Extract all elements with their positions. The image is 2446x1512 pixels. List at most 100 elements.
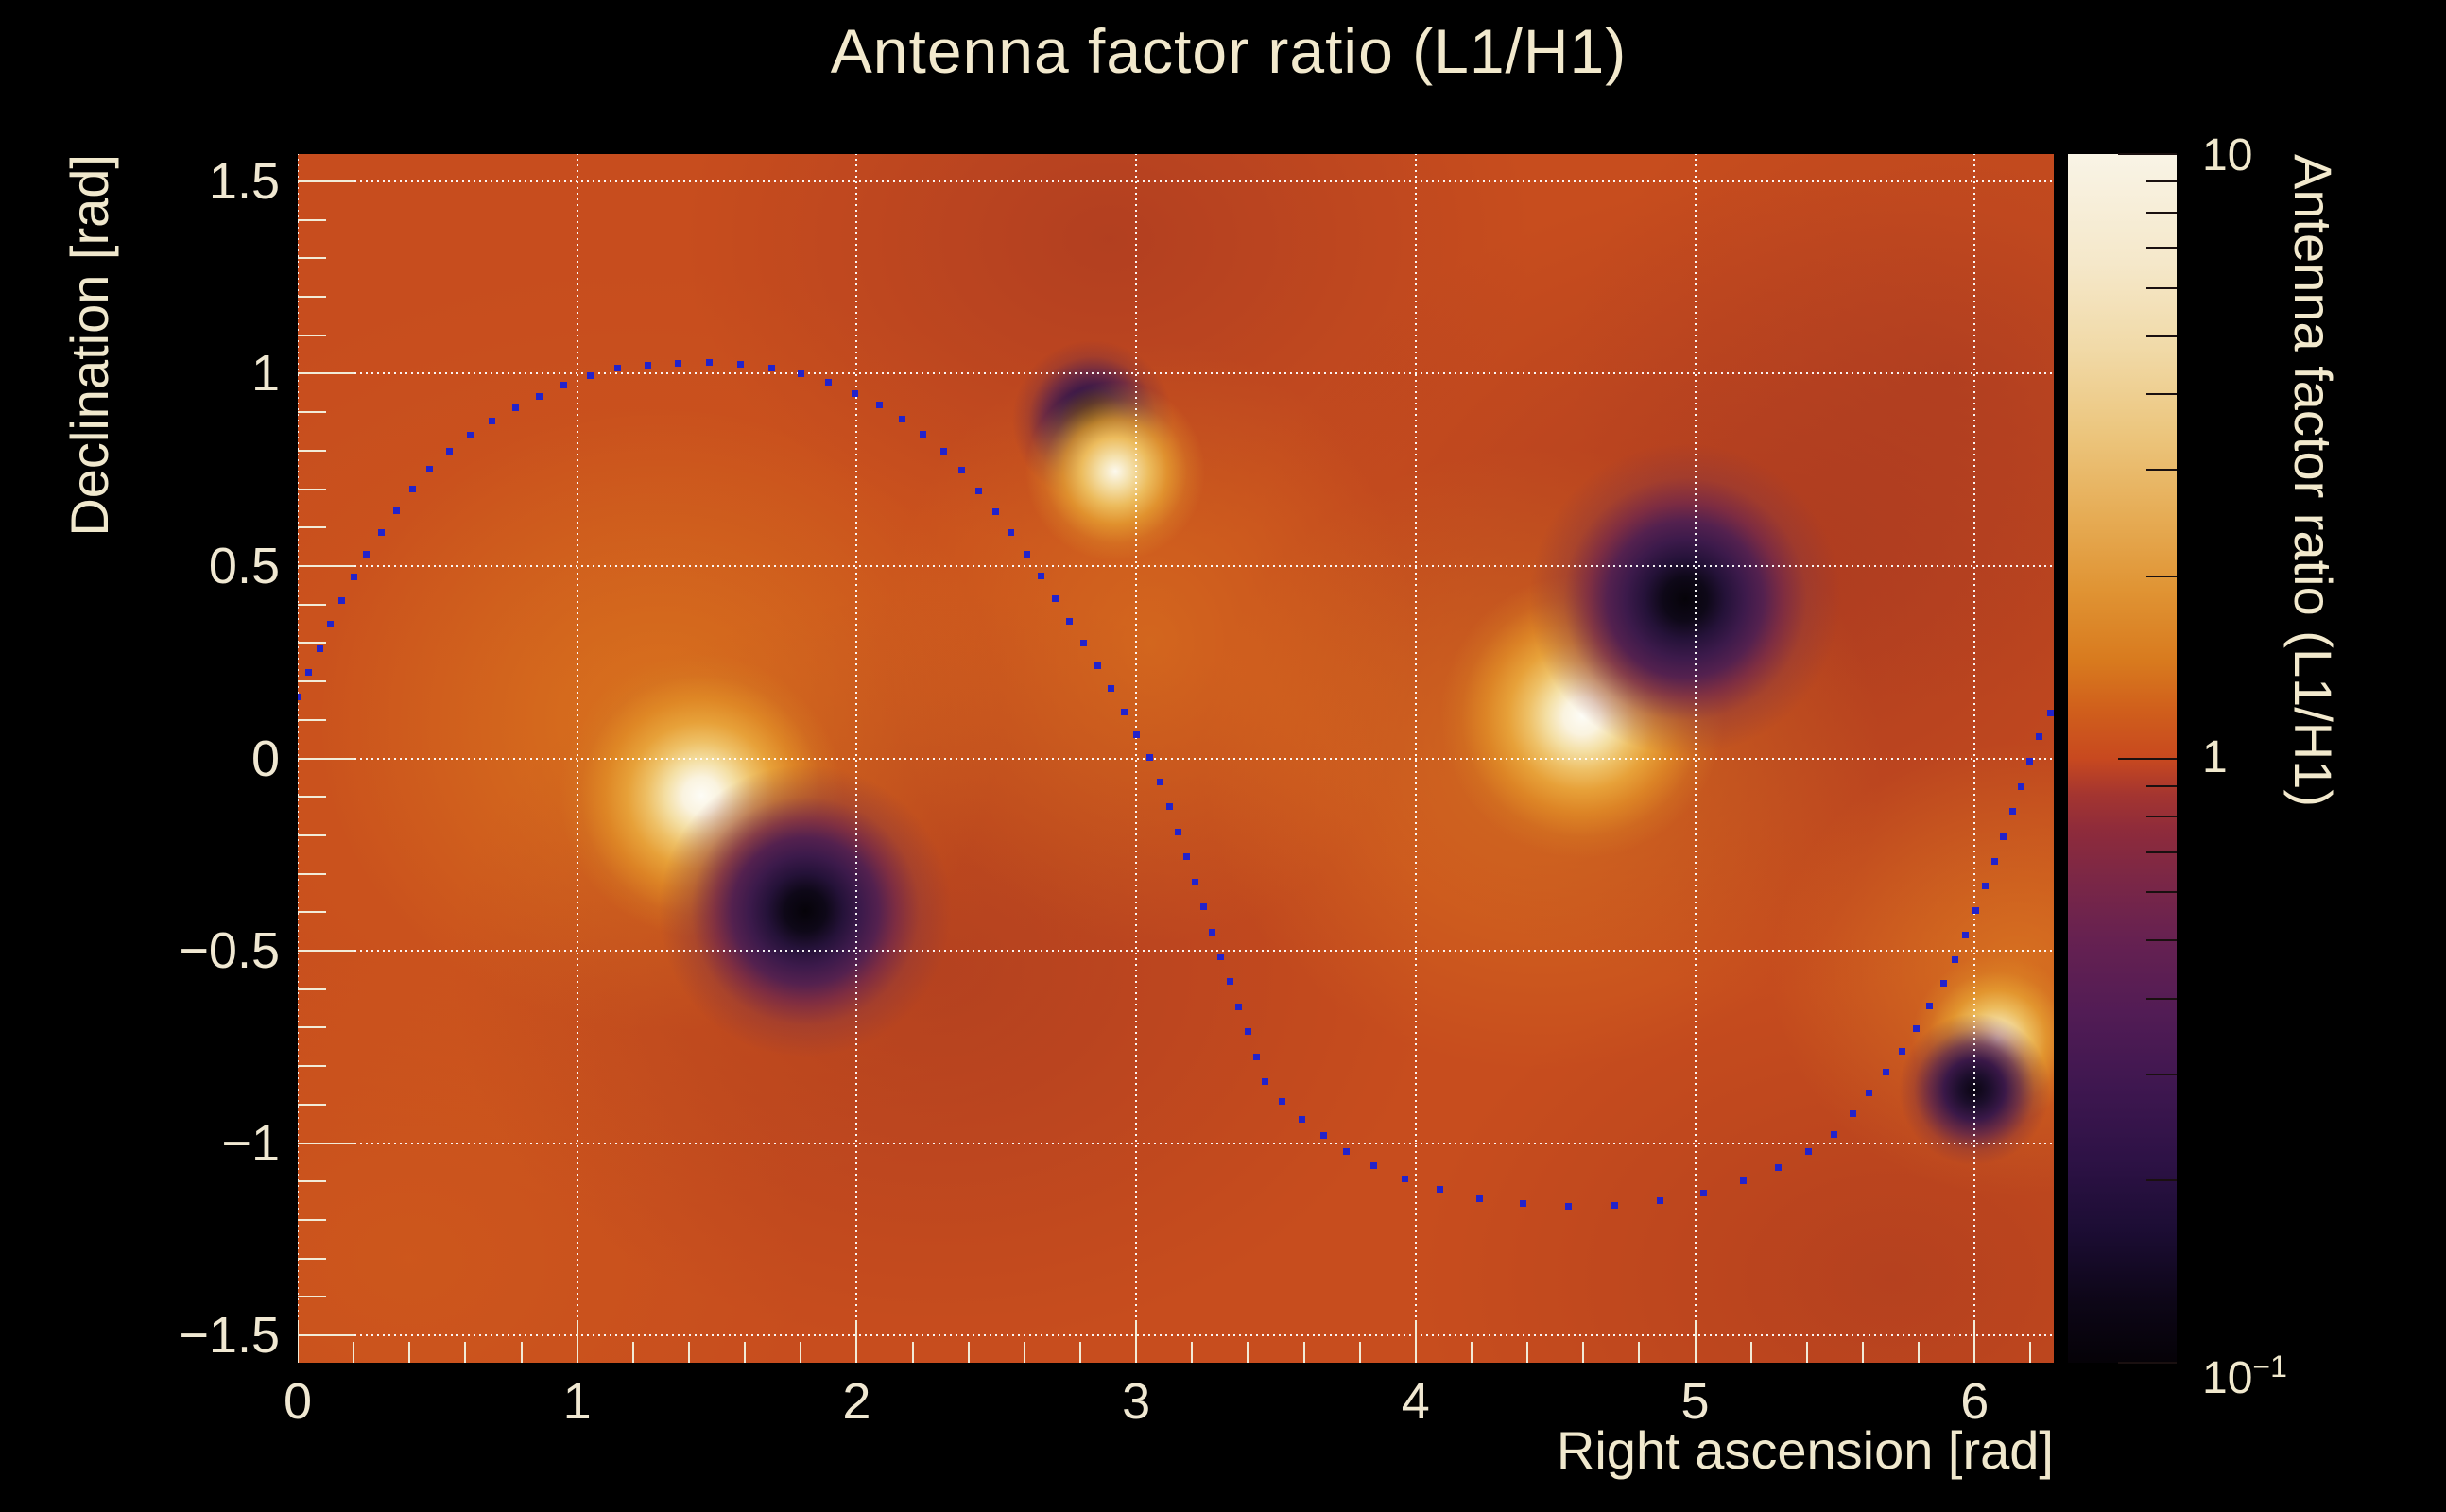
curve-dot-marker [2008,808,2016,816]
gridline-horizontal [298,1142,2054,1144]
y-minor-tick [298,1180,326,1183]
y-minor-tick [298,1296,326,1298]
colorbar-minor-tick [2146,180,2177,183]
curve-dot-marker [1279,1098,1286,1106]
curve-dot-marker [1939,980,1947,988]
y-minor-tick [298,1219,326,1222]
heatmap-tint [885,340,1415,946]
colorbar-major-tick [2118,757,2177,760]
curve-dot-marker [393,507,401,514]
y-major-tick [298,564,354,567]
curve-dot-marker [408,485,416,492]
curve-dot-marker [1079,640,1087,647]
heatmap-tint [682,154,1534,551]
gridline-horizontal [298,180,2054,182]
x-minor-tick [520,1342,523,1363]
curve-dot-marker [350,574,357,581]
x-major-tick [1694,1320,1697,1363]
curve-dot-marker [1343,1148,1351,1156]
dark-minimum-3-spot [1529,442,1842,755]
colorbar-minor-tick [2146,575,2177,577]
y-minor-tick [298,833,326,836]
curve-dot-marker [1235,1003,1243,1010]
y-minor-tick [298,680,326,683]
x-minor-tick [1749,1342,1752,1363]
gridline-horizontal [298,757,2054,760]
curve-dot-marker [958,467,966,474]
y-minor-tick [298,603,326,606]
curve-dot-marker [1319,1131,1327,1139]
curve-dot-marker [1981,883,1989,890]
curve-dot-marker [614,365,622,372]
curve-dot-marker [851,389,858,397]
curve-dot-marker [2025,758,2033,765]
y-tick-label: 0 [250,730,280,787]
curve-dot-marker [1899,1047,1906,1055]
x-minor-tick [800,1342,802,1363]
curve-dot-marker [1023,550,1030,558]
curve-dot-marker [1926,1003,1934,1010]
gridline-horizontal [298,564,2054,567]
y-major-tick [298,950,354,953]
curve-dot-marker [489,417,496,424]
y-major-tick [298,372,354,375]
curve-dot-marker [445,448,453,455]
curve-dot-marker [939,448,947,455]
curve-dot-marker [797,369,804,377]
curve-dot-marker [1199,903,1207,911]
curve-dot-marker [875,402,883,409]
x-tick-label: 3 [1122,1373,1151,1430]
curve-dot-marker [825,379,833,387]
x-tick-label: 2 [842,1373,871,1430]
curve-dot-marker [1656,1197,1663,1205]
x-minor-tick [1358,1342,1361,1363]
y-minor-tick [298,218,326,221]
y-minor-tick [298,911,326,914]
curve-dot-marker [1437,1186,1444,1194]
dark-minimum-1-spot [659,765,952,1058]
y-tick-label: −1.5 [179,1307,280,1365]
colorbar-minor-tick [2146,939,2177,941]
curve-dot-marker [1208,928,1215,936]
y-major-tick [298,1334,354,1337]
y-minor-tick [298,718,326,721]
curve-dot-marker [1191,878,1198,885]
heatmap-tint [320,407,1002,1032]
y-minor-tick [298,1026,326,1029]
y-tick-label: −1 [221,1114,280,1172]
y-minor-tick [298,872,326,875]
x-tick-label: 6 [1960,1373,1990,1430]
x-tick-label: 4 [1401,1373,1430,1430]
colorbar-minor-tick [2146,850,2177,853]
y-minor-tick [298,295,326,298]
curve-dot-marker [2000,833,2007,840]
colorbar-minor-tick [2146,891,2177,894]
curve-dot-marker [378,528,386,536]
x-tick-label: 5 [1680,1373,1710,1430]
x-minor-tick [2029,1342,2032,1363]
curve-dot-marker [1849,1109,1856,1117]
x-minor-tick [1302,1342,1305,1363]
curve-dot-marker [298,693,301,700]
curve-dot-marker [1972,907,1979,915]
colorbar-minor-tick [2146,469,2177,472]
bright-maximum-4-spot [1911,954,2054,1125]
curve-dot-marker [675,359,682,367]
heatmap-tint [1418,937,2054,1363]
y-minor-tick [298,1257,326,1260]
curve-dot-marker [1775,1163,1783,1171]
curve-dot-marker [586,372,594,380]
x-minor-tick [631,1342,634,1363]
curve-dot-marker [1094,662,1101,669]
x-minor-tick [353,1342,355,1363]
curve-dot-marker [560,382,567,389]
y-minor-tick [298,1065,326,1068]
curve-dot-marker [1739,1177,1747,1184]
curve-dot-marker [2036,733,2043,741]
curve-dot-marker [1175,828,1182,835]
curve-dot-marker [1990,858,1998,866]
y-minor-tick [298,526,326,529]
x-major-tick [576,1320,578,1363]
gridline-horizontal [298,1334,2054,1337]
colorbar-minor-tick [2146,997,2177,1000]
